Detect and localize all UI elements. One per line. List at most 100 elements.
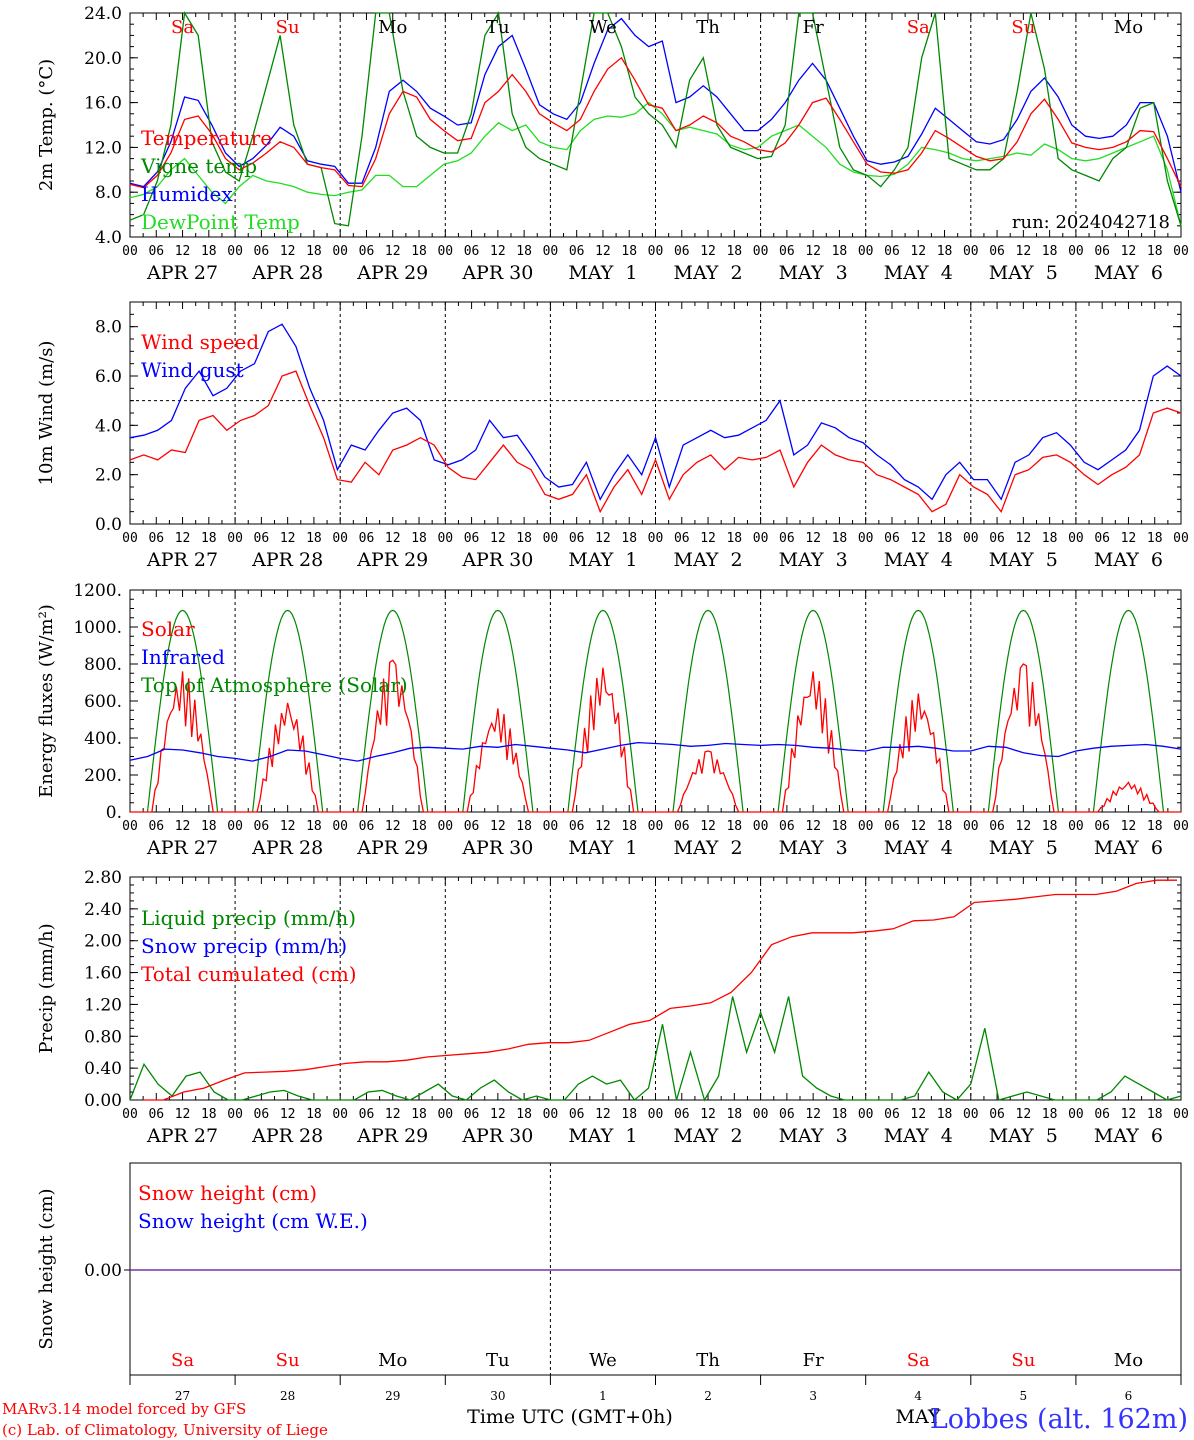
day-number-label: 30 [490,1389,505,1403]
hour-tick-label: 00 [437,819,453,834]
weekday-label: Su [276,1350,300,1371]
series-solar-day [1075,781,1181,813]
hour-tick-label: 06 [989,1107,1005,1122]
hour-tick-label: 18 [1147,819,1163,834]
legend-wind-speed: Wind speed [141,330,259,354]
hour-tick-label: 18 [832,819,848,834]
hour-tick-label: 18 [726,819,742,834]
legend-top-of-atmosphere-solar-: Top of Atmosphere (Solar) [141,673,408,697]
hour-tick-label: 00 [963,244,979,259]
hour-tick-label: 18 [937,1107,953,1122]
hour-tick-label: 18 [516,819,532,834]
hour-tick-label: 18 [937,531,953,546]
hour-tick-label: 00 [437,1107,453,1122]
hour-tick-label: 06 [884,531,900,546]
hour-tick-label: 18 [306,819,322,834]
y-tick-label: 0.80 [84,1027,122,1047]
hour-tick-label: 06 [989,819,1005,834]
legend-snow-height-cm-w-e-: Snow height (cm W.E.) [138,1209,368,1233]
date-label: APR 29 [356,837,428,859]
hour-tick-label: 00 [332,1107,348,1122]
hour-tick-label: 00 [122,819,138,834]
hour-tick-label: 00 [1068,244,1084,259]
hour-tick-label: 06 [359,1107,375,1122]
hour-tick-label: 00 [543,531,559,546]
weekday-label: Th [696,17,720,38]
hour-tick-label: 18 [1042,1107,1058,1122]
hour-tick-label: 18 [201,1107,217,1122]
hour-tick-label: 12 [1016,1107,1032,1122]
run-annotation: run: 2024042718 [1012,212,1170,233]
hour-tick-label: 00 [963,531,979,546]
hour-tick-label: 12 [595,531,611,546]
hour-tick-label: 00 [1173,1107,1189,1122]
weekday-label: Fr [803,17,824,38]
date-label: MAY 5 [989,262,1058,284]
hour-tick-label: 00 [858,531,874,546]
series-toa-day [777,609,849,813]
day-number-label: 5 [1020,1389,1028,1403]
hour-tick-label: 00 [332,244,348,259]
hour-tick-label: 12 [1121,819,1137,834]
y-tick-label: 600. [84,692,122,712]
hour-tick-label: 12 [1121,244,1137,259]
hour-tick-label: 12 [595,1107,611,1122]
hour-tick-label: 12 [280,819,296,834]
hour-tick-label: 12 [1016,819,1032,834]
y-tick-label: 0.00 [84,1091,122,1111]
y-tick-label: 2.40 [84,900,122,920]
date-label: APR 30 [461,549,533,571]
weekday-label: Sa [907,17,930,38]
hour-tick-label: 12 [805,819,821,834]
hour-tick-label: 06 [779,244,795,259]
weekday-label: Su [1011,17,1035,38]
hour-tick-label: 12 [280,244,296,259]
hour-tick-label: 06 [779,819,795,834]
series-wind-gust [129,323,1182,501]
y-axis-label: 2m Temp. (°C) [36,59,57,191]
hour-tick-label: 18 [516,531,532,546]
date-label: MAY 6 [1094,549,1163,571]
date-label: MAY 3 [779,549,848,571]
hour-tick-label: 06 [674,244,690,259]
y-tick-label: 200. [84,766,122,786]
y-tick-label: 1.20 [84,995,122,1015]
hour-tick-label: 18 [832,244,848,259]
hour-tick-label: 00 [858,819,874,834]
date-label: MAY 2 [673,837,742,859]
hour-tick-label: 00 [227,531,243,546]
hour-tick-label: 18 [411,531,427,546]
hour-tick-label: 12 [910,819,926,834]
station-name: Lobbes (alt. 162m) [930,1404,1188,1435]
hour-tick-label: 00 [437,244,453,259]
hour-tick-label: 18 [411,1107,427,1122]
hour-tick-label: 06 [254,244,270,259]
y-tick-label: 400. [84,729,122,749]
weekday-label: Tu [486,1350,510,1371]
hour-tick-label: 18 [832,1107,848,1122]
y-tick-label: 0.40 [84,1059,122,1079]
series-solar-day [865,693,971,813]
series-vigne-temp [129,11,1182,227]
hour-tick-label: 06 [464,244,480,259]
y-axis-label: Snow height (cm) [36,1188,57,1349]
date-label: APR 29 [356,262,428,284]
date-label: MAY 4 [884,549,953,571]
y-tick-label: 12.0 [84,138,122,158]
hour-tick-label: 06 [148,1107,164,1122]
weekday-label: Mo [378,17,407,38]
series-toa-day [987,609,1059,813]
series-toa-day [672,609,744,813]
hour-tick-label: 00 [1068,1107,1084,1122]
date-label: APR 28 [251,1125,323,1147]
hour-tick-label: 00 [963,1107,979,1122]
hour-tick-label: 06 [464,819,480,834]
hour-tick-label: 00 [122,531,138,546]
hour-tick-label: 06 [674,531,690,546]
hour-tick-label: 12 [910,531,926,546]
y-tick-label: 2.00 [84,932,122,952]
series-toa-day [1092,609,1165,813]
hour-tick-label: 00 [122,244,138,259]
date-label: MAY 1 [568,837,637,859]
y-tick-label: 4.0 [95,416,122,436]
